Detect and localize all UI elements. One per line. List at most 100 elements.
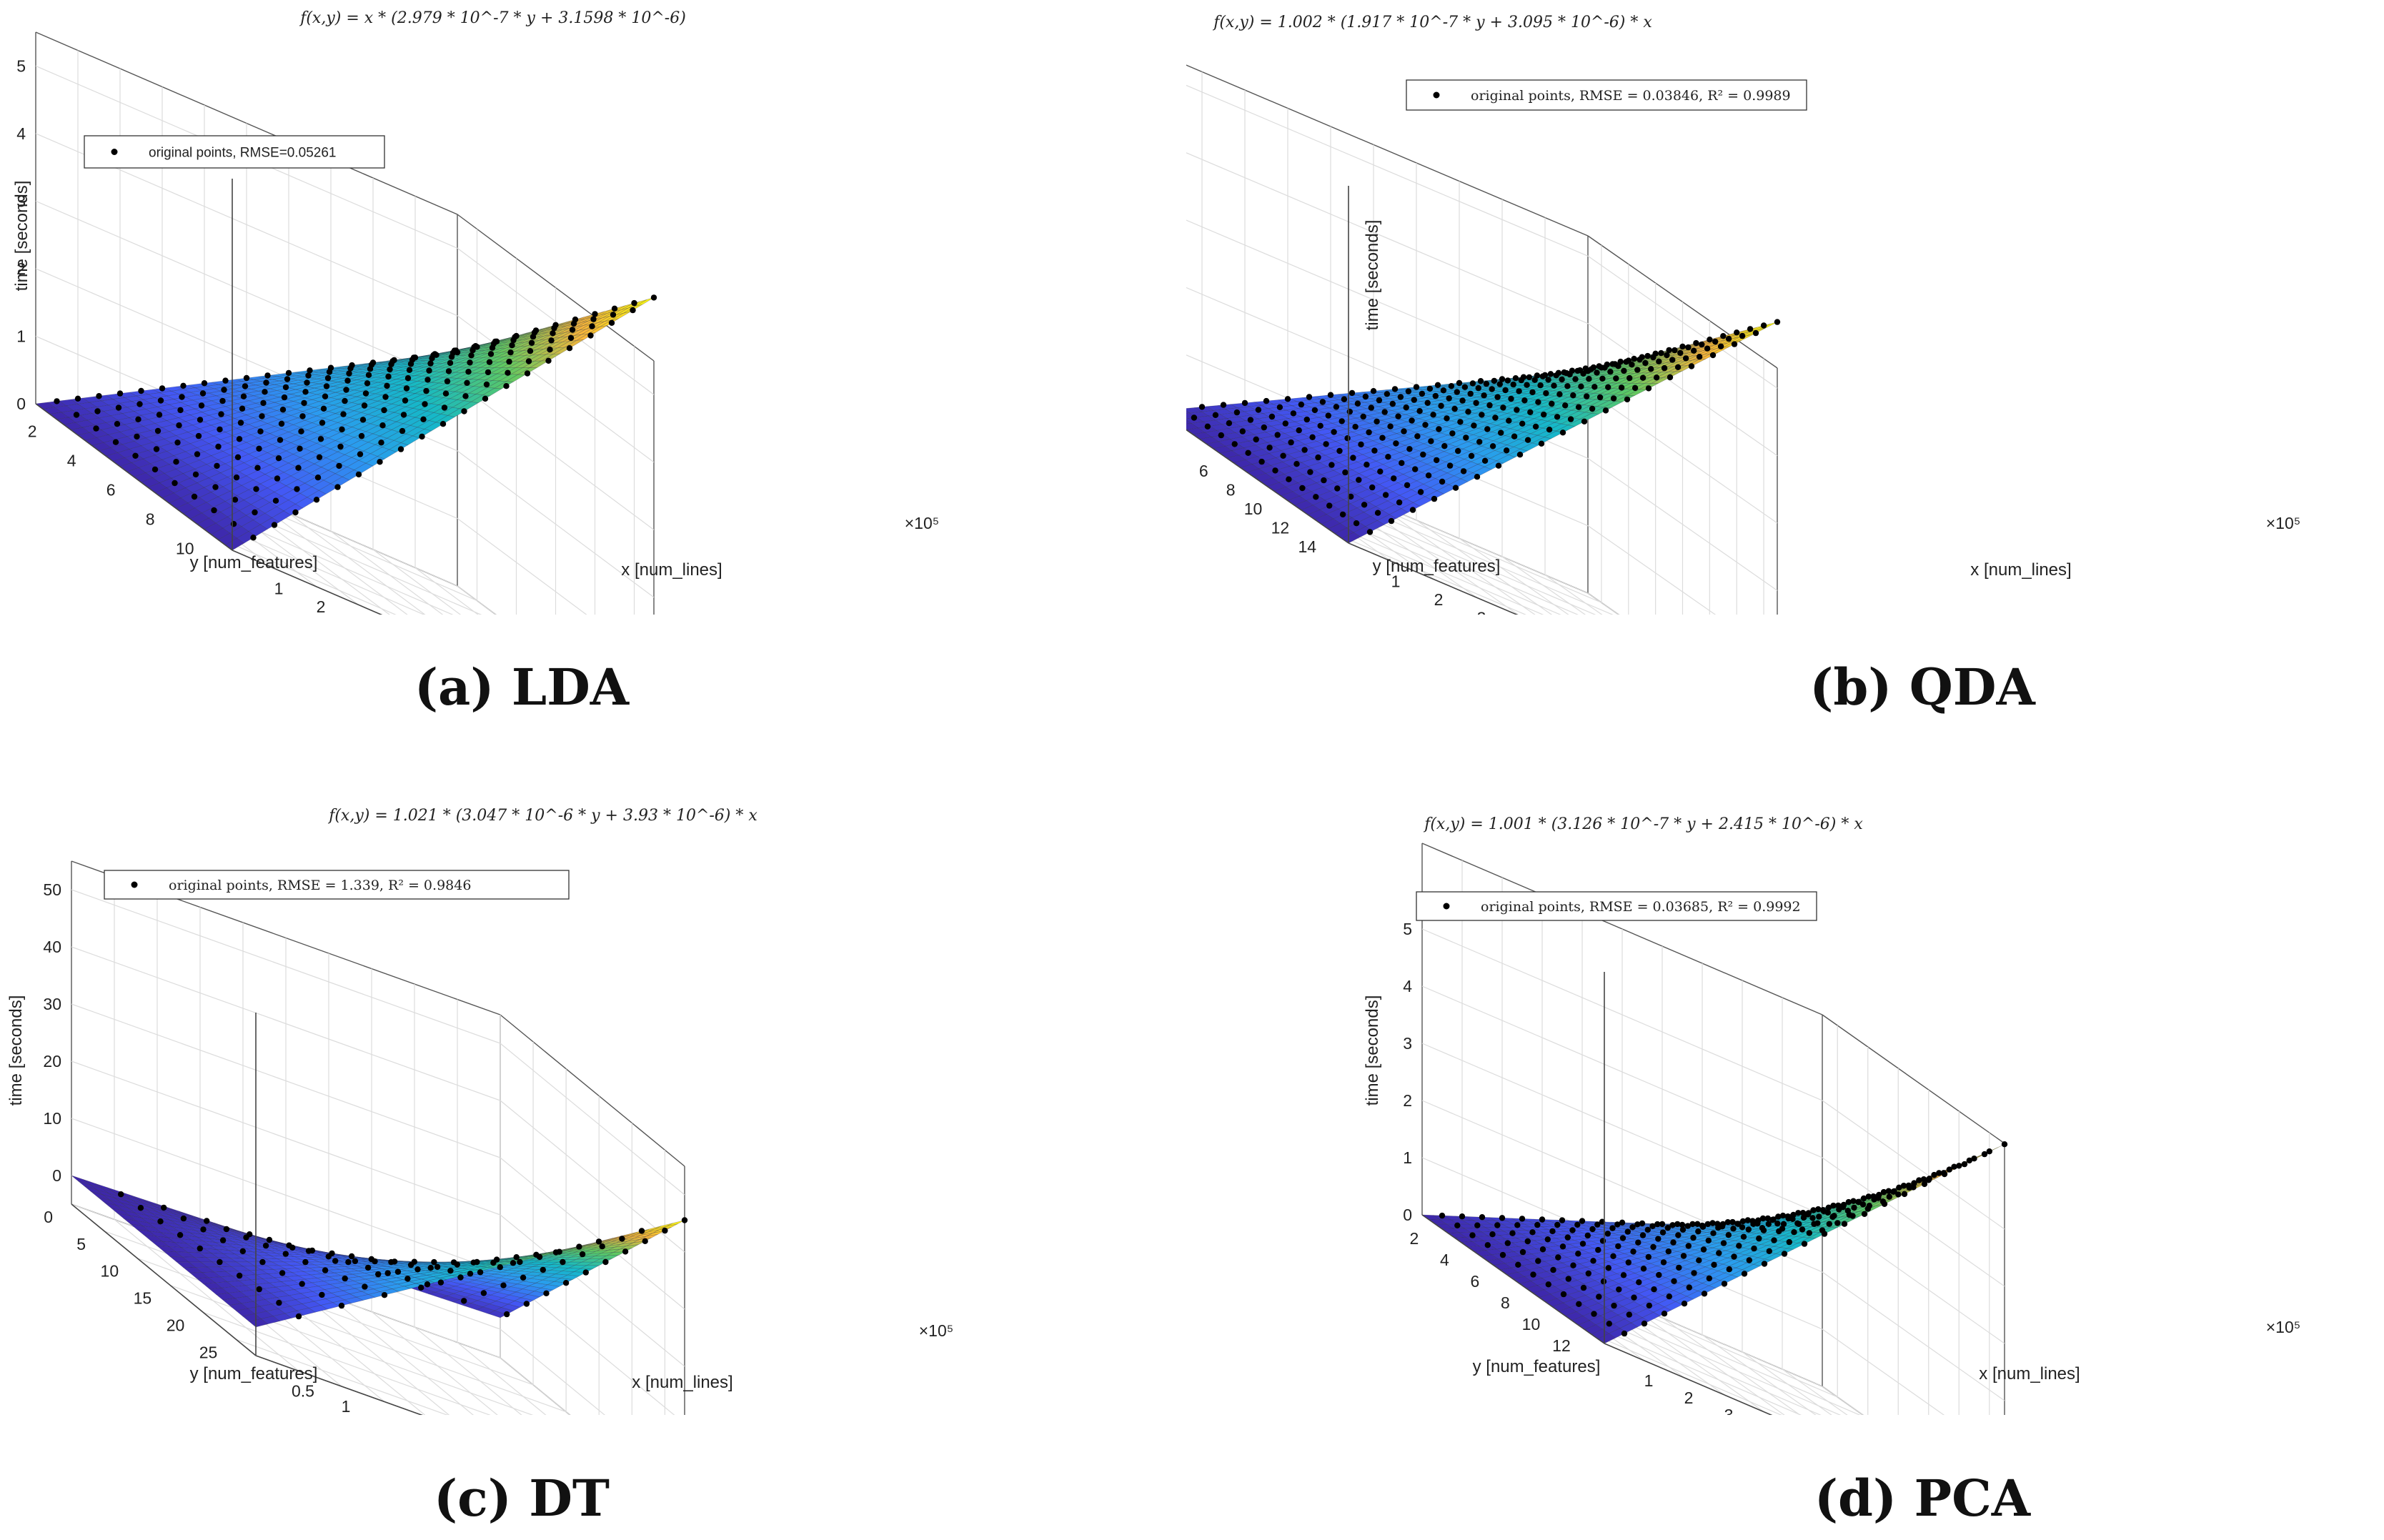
data-point [1624, 1228, 1631, 1235]
data-point [1619, 1219, 1626, 1226]
data-point [299, 1281, 305, 1287]
data-point [134, 433, 140, 440]
data-point [1385, 454, 1391, 460]
data-point [232, 497, 239, 503]
data-point [530, 334, 537, 340]
data-point [326, 369, 333, 375]
data-point [1226, 420, 1233, 427]
data-point [322, 1267, 329, 1273]
data-point [1218, 432, 1224, 439]
x-tick-label: 2 [317, 597, 326, 615]
data-point [1711, 1261, 1717, 1268]
surface-cell [259, 517, 280, 530]
data-point [364, 1264, 372, 1271]
data-point [1495, 462, 1502, 469]
data-point [450, 1259, 457, 1266]
data-point [1426, 385, 1434, 392]
data-point [279, 407, 287, 413]
data-point [284, 376, 291, 382]
data-point [1578, 383, 1584, 389]
original-points [1191, 319, 1781, 535]
data-point [1296, 427, 1302, 434]
data-point [1731, 341, 1738, 347]
data-point [379, 422, 386, 429]
data-point [1685, 1243, 1692, 1249]
data-point [1656, 1271, 1662, 1278]
data-point [1502, 387, 1509, 394]
data-point [517, 1258, 523, 1266]
data-point [305, 1248, 312, 1254]
data-point [1404, 482, 1411, 489]
data-point [359, 417, 367, 423]
data-point [426, 367, 432, 374]
data-point [1479, 1214, 1486, 1221]
data-point [1644, 1226, 1651, 1233]
y-axis-label: y [num_features] [190, 553, 318, 572]
data-point [252, 509, 258, 516]
data-point [1348, 493, 1354, 500]
data-point [1439, 478, 1446, 485]
data-point [462, 393, 469, 399]
data-point [1725, 1232, 1732, 1238]
data-point [217, 426, 223, 433]
data-point [1706, 1275, 1712, 1282]
data-point [339, 426, 345, 433]
data-point [1796, 1221, 1802, 1227]
data-point [340, 411, 347, 417]
y-tick-label: 20 [167, 1316, 185, 1334]
data-point [256, 445, 262, 452]
data-point [1607, 369, 1614, 375]
data-point [1707, 337, 1713, 343]
data-point [1307, 469, 1313, 475]
data-point [1512, 375, 1519, 382]
surface-cell [1675, 1296, 1694, 1306]
data-point [1799, 1226, 1806, 1233]
data-point [132, 452, 139, 459]
data-point [1604, 1231, 1611, 1237]
data-point [316, 454, 323, 460]
data-point [1412, 466, 1419, 472]
data-point [1500, 404, 1506, 411]
data-point [465, 369, 472, 375]
data-point [1715, 1224, 1722, 1231]
data-point [1605, 1265, 1611, 1271]
data-point [419, 433, 425, 440]
data-point [1658, 349, 1664, 357]
data-point [177, 407, 184, 414]
data-point [314, 475, 322, 481]
data-point [1588, 366, 1594, 372]
data-point [1729, 1218, 1736, 1226]
data-point [1293, 461, 1300, 467]
data-point [566, 345, 573, 352]
data-point [136, 401, 143, 407]
data-point [1541, 411, 1547, 418]
data-point [1615, 1243, 1621, 1250]
data-point [1409, 507, 1416, 513]
data-point [1664, 352, 1670, 359]
data-point [1191, 414, 1198, 421]
data-point [403, 385, 410, 392]
data-point [1411, 397, 1417, 403]
data-point [1420, 451, 1426, 458]
data-point [221, 387, 227, 393]
data-point [399, 427, 406, 434]
data-point [197, 1245, 203, 1252]
data-point [528, 339, 535, 346]
data-point [1771, 1237, 1777, 1243]
data-point [1629, 1224, 1636, 1231]
chart-title: f(x,y) = 1.002 * (1.917 * 10^-7 * y + 3.… [1212, 14, 1652, 31]
data-point [1774, 1220, 1781, 1227]
y-tick-label: 4 [67, 452, 76, 470]
data-point [1554, 1221, 1561, 1228]
data-point [525, 358, 532, 364]
data-point [317, 436, 324, 442]
data-point [161, 1204, 167, 1211]
x-tick-label: 1 [1391, 572, 1401, 591]
data-point [1795, 1210, 1802, 1216]
data-point [1760, 322, 1767, 329]
data-point [1730, 1226, 1737, 1232]
data-point [1491, 377, 1498, 384]
data-point [1258, 458, 1265, 465]
data-point [467, 359, 473, 366]
data-point [307, 367, 313, 374]
